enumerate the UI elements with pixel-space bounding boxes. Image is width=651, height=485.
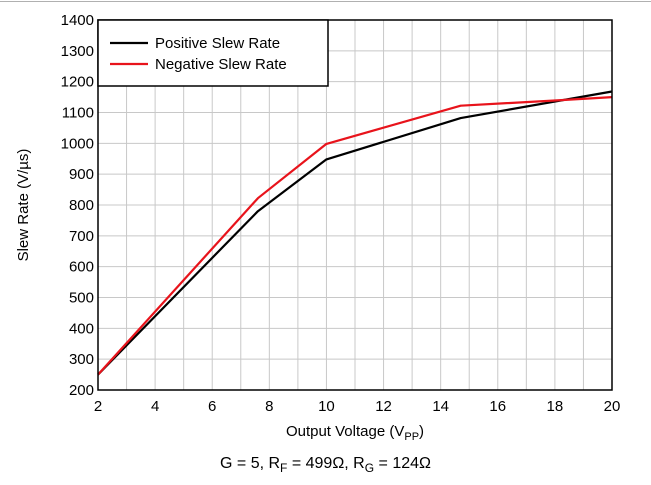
x-axis-label-suffix: ) <box>419 423 424 440</box>
y-axis-label: Slew Rate (V/µs) <box>15 149 32 262</box>
caption-subscript: F <box>280 461 288 476</box>
y-tick-label: 800 <box>69 197 94 214</box>
y-tick-label: 1300 <box>61 43 94 60</box>
x-tick-label: 8 <box>265 398 273 415</box>
plot-frame <box>97 19 613 391</box>
y-tick-label: 600 <box>69 259 94 276</box>
x-tick-label: 18 <box>547 398 564 415</box>
series-lines <box>97 90 613 376</box>
grid-lines <box>98 20 612 390</box>
x-axis-label-subscript: PP <box>404 431 419 443</box>
x-tick-label: 14 <box>432 398 449 415</box>
x-tick-label: 2 <box>94 398 102 415</box>
x-tick-label: 4 <box>151 398 159 415</box>
chart-caption: G = 5, RF = 499Ω, RG = 124Ω <box>0 455 651 475</box>
x-tick-labels: 2 4 6 8 10 12 14 16 18 20 <box>94 398 621 415</box>
y-tick-label: 1100 <box>62 105 94 122</box>
caption-text: = 499Ω, R <box>287 455 365 472</box>
y-tick-labels: 200 300 400 500 600 700 800 900 1000 1100 1200 1300… <box>61 12 94 399</box>
caption-text: G = 5, R <box>220 455 281 472</box>
x-tick-label: 16 <box>489 398 506 415</box>
x-axis-label: Output Voltage (VPP) <box>286 423 424 443</box>
legend: Positive Slew Rate Negative Slew Rate <box>97 19 329 87</box>
caption-text: = 124Ω <box>374 455 431 472</box>
y-tick-label: 900 <box>69 166 94 183</box>
y-tick-label: 500 <box>69 290 94 307</box>
y-tick-label: 1400 <box>61 12 94 29</box>
y-tick-label: 1200 <box>61 74 94 91</box>
y-tick-label: 200 <box>69 382 94 399</box>
legend-entry-label: Positive Slew Rate <box>155 35 280 52</box>
x-tick-label: 20 <box>604 398 621 415</box>
x-tick-label: 12 <box>375 398 392 415</box>
legend-entry-label: Negative Slew Rate <box>155 56 287 73</box>
x-tick-label: 6 <box>208 398 216 415</box>
y-tick-label: 1000 <box>61 135 94 152</box>
y-tick-label: 300 <box>69 351 94 368</box>
x-tick-label: 10 <box>318 398 335 415</box>
top-border-line <box>0 1 651 2</box>
caption-subscript: G <box>364 461 375 476</box>
y-tick-label: 400 <box>69 320 94 337</box>
x-axis-label-text: Output Voltage (V <box>286 423 404 440</box>
legend-box <box>97 19 329 87</box>
series-line-positive-slew-rate <box>97 90 613 376</box>
y-tick-label: 700 <box>69 228 94 245</box>
series-line-negative-slew-rate <box>97 96 613 376</box>
